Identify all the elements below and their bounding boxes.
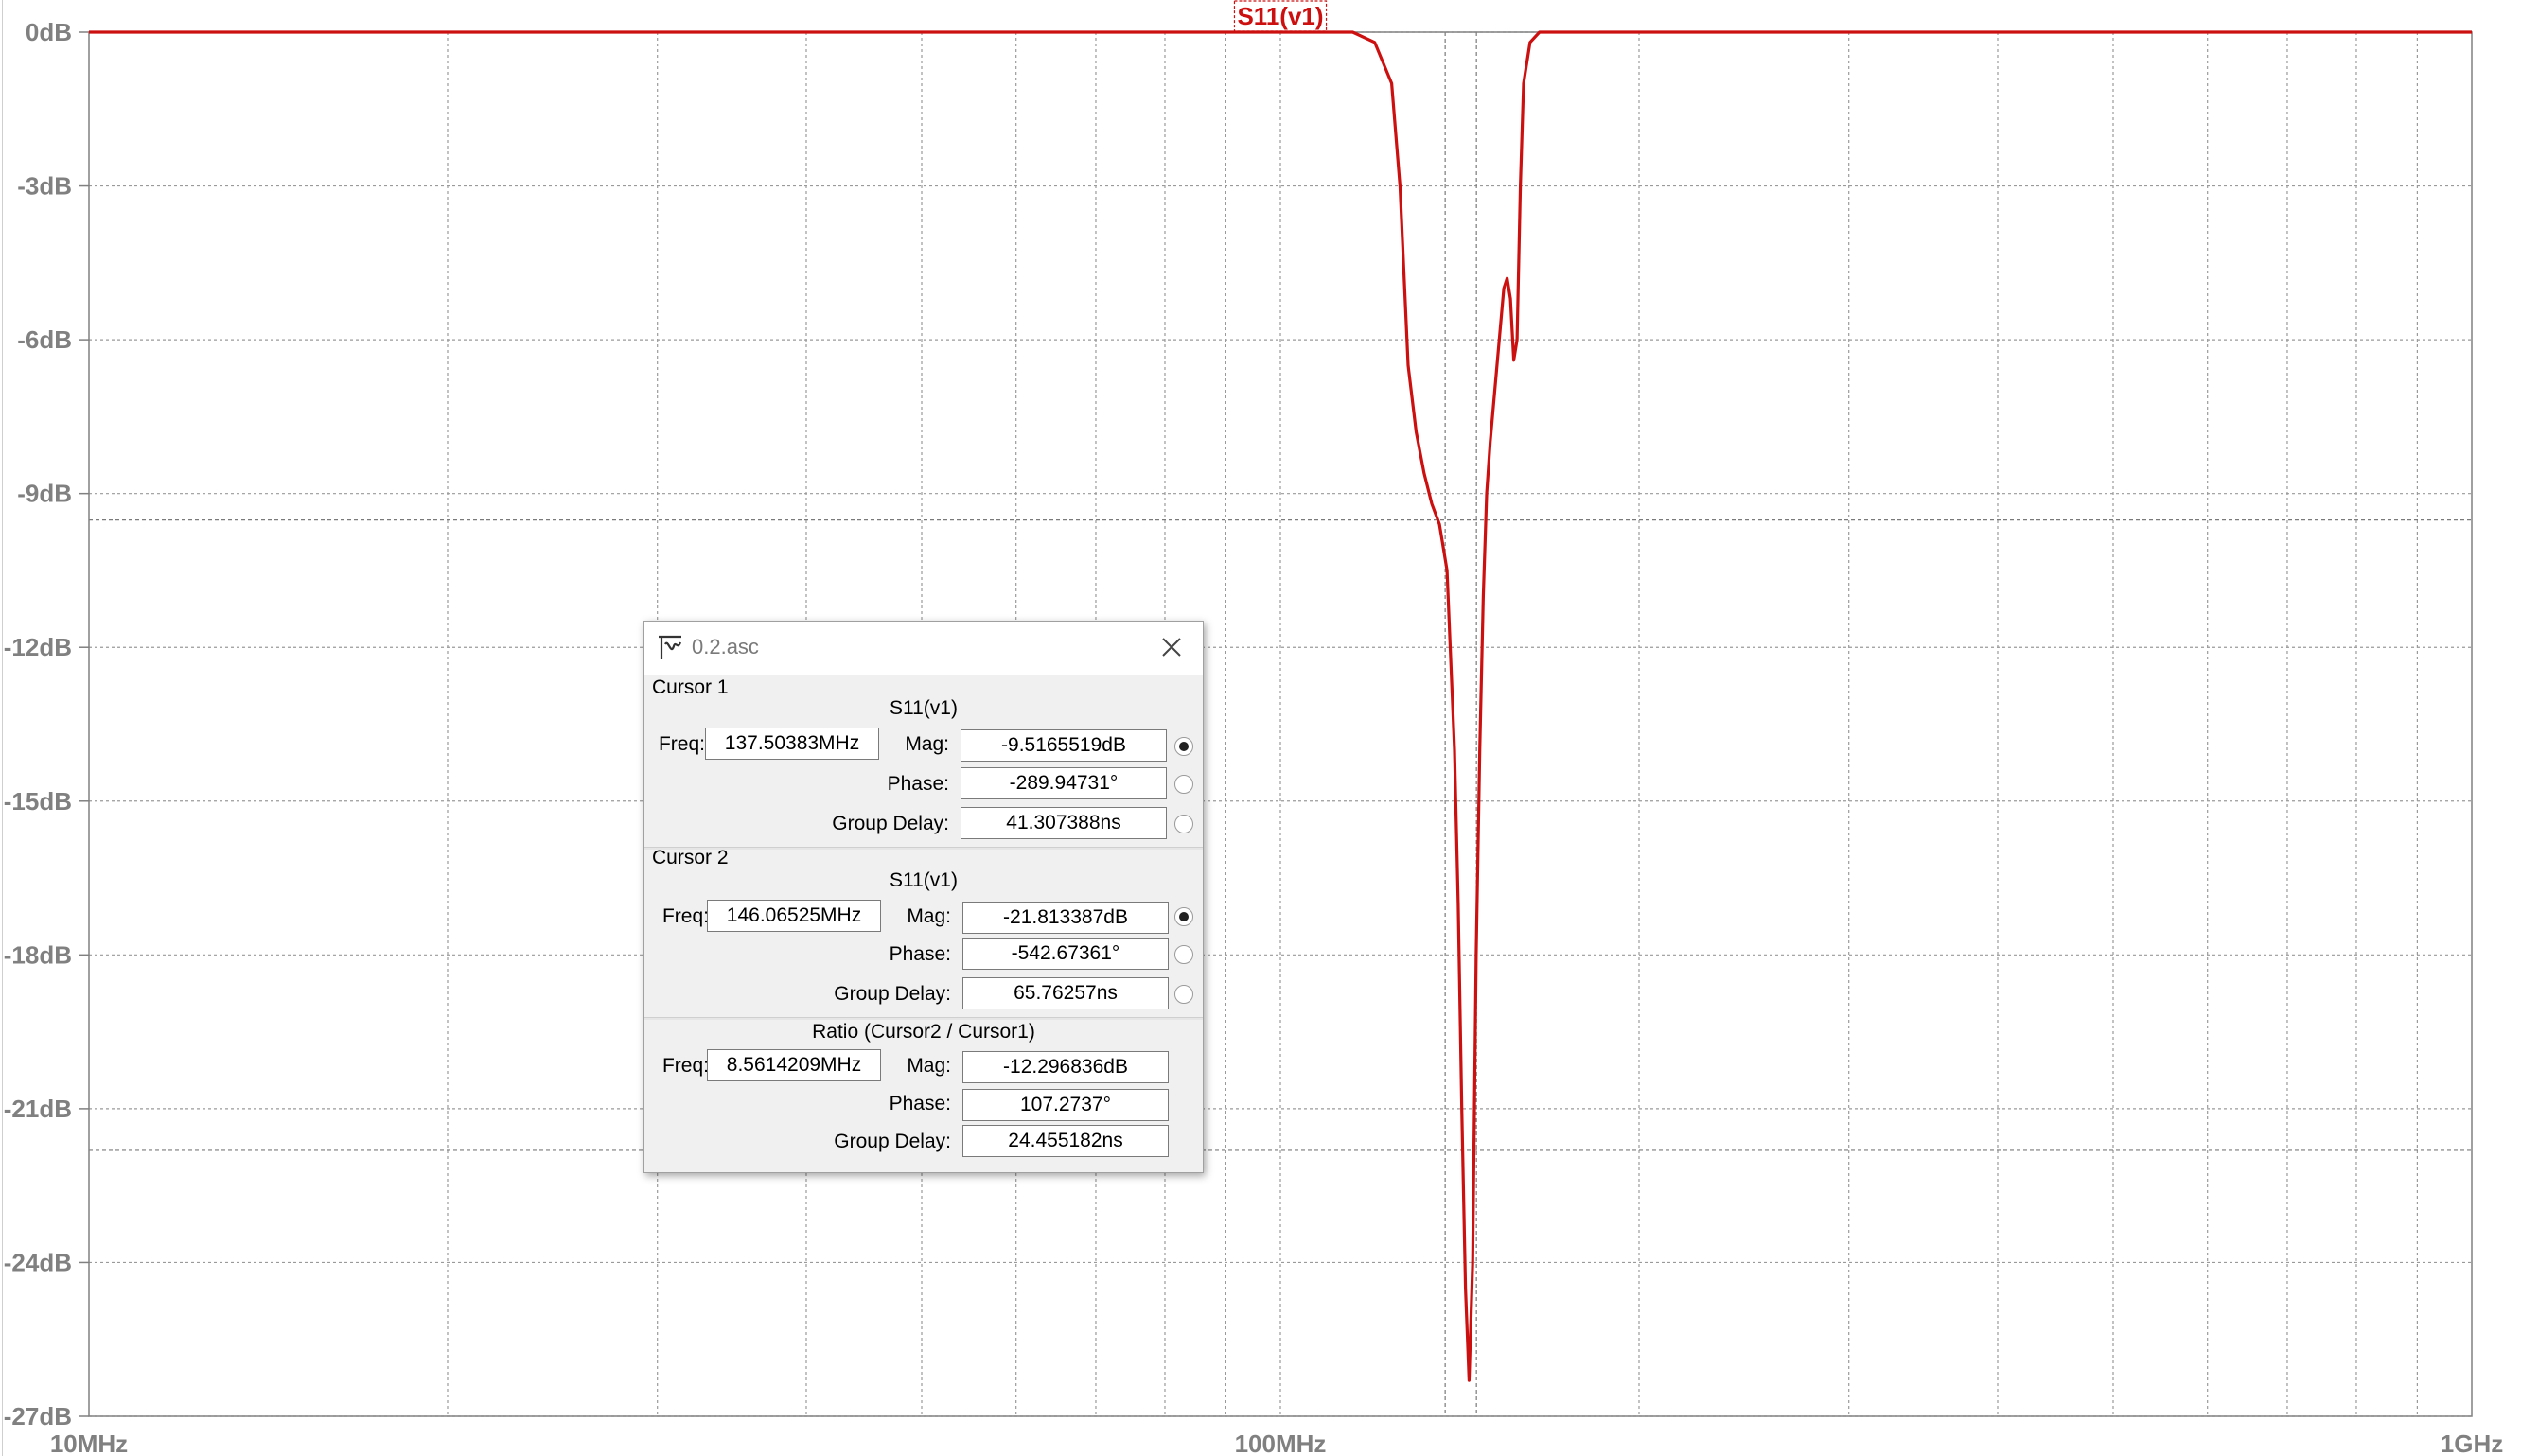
plot-grid: [89, 31, 2472, 1417]
cursor2-group-delay-field[interactable]: 65.76257ns: [962, 977, 1169, 1009]
cursor2-group-delay-radio[interactable]: [1174, 985, 1193, 1004]
cursor2-trace-name: S11(v1): [890, 869, 958, 891]
y-tick-label: -24dB: [4, 1248, 72, 1276]
x-tick-label: 100MHz: [1235, 1430, 1327, 1456]
cursor1-freq-label: Freq:: [658, 733, 705, 755]
ratio-phase-label: Phase:: [889, 1093, 951, 1114]
x-tick-label: 1GHz: [2441, 1430, 2503, 1456]
ratio-mag-field[interactable]: -12.296836dB: [962, 1051, 1169, 1083]
y-tick-label: -27dB: [4, 1402, 72, 1430]
cursor1-trace-name: S11(v1): [890, 697, 958, 719]
cursor1-mag-field[interactable]: -9.5165519dB: [961, 729, 1167, 762]
cursor2-phase-radio[interactable]: [1174, 945, 1193, 964]
y-tick-label: -21dB: [4, 1095, 72, 1123]
y-tick-label: 0dB: [26, 18, 72, 46]
ratio-freq-label: Freq:: [661, 1055, 709, 1077]
cursor1-phase-field[interactable]: -289.94731°: [961, 767, 1167, 799]
ratio-label: Ratio (Cursor2 / Cursor1): [812, 1021, 1035, 1043]
cursor1-mag-label: Mag:: [905, 733, 949, 755]
cursor-dialog[interactable]: 0.2.asc Cursor 1 S11(v1) Freq: 137.50383…: [643, 621, 1204, 1173]
y-tick-label: -12dB: [4, 633, 72, 661]
cursor1-label: Cursor 1: [652, 676, 729, 698]
cursor2-group-delay-label: Group Delay:: [834, 983, 951, 1005]
y-tick-label: -3dB: [17, 172, 72, 201]
cursor1-freq-field[interactable]: 137.50383MHz: [705, 728, 879, 760]
y-tick-label: -18dB: [4, 940, 72, 969]
dialog-titlebar[interactable]: 0.2.asc: [644, 622, 1203, 675]
cursor1-group-delay-field[interactable]: 41.307388ns: [961, 807, 1167, 839]
cursor2-freq-field[interactable]: 146.06525MHz: [707, 900, 881, 932]
y-tick-label: -6dB: [17, 325, 72, 354]
ratio-phase-field[interactable]: 107.2737°: [962, 1089, 1169, 1121]
cursor2-freq-label: Freq:: [661, 905, 709, 927]
trace-title-box: [1233, 0, 1328, 32]
y-tick-label: -9dB: [17, 480, 72, 508]
cursor2-mag-label: Mag:: [907, 905, 951, 927]
section-divider: [644, 1017, 1203, 1020]
x-tick-label: 10MHz: [50, 1430, 128, 1456]
cursor1-group-delay-radio[interactable]: [1174, 815, 1193, 833]
cursor2-label: Cursor 2: [652, 847, 729, 868]
plot-labels: 0dB -3dB -6dB -9dB -12dB -15dB -18dB -21dB -24dB…: [4, 0, 2503, 1456]
cursor2-mag-radio[interactable]: [1174, 907, 1193, 926]
cursor1-phase-label: Phase:: [887, 773, 949, 795]
section-divider: [644, 847, 1203, 850]
waveform-app-icon: [659, 635, 682, 659]
cursor2-phase-label: Phase:: [889, 943, 951, 965]
y-tick-label: -15dB: [4, 787, 72, 816]
ratio-group-delay-field[interactable]: 24.455182ns: [962, 1125, 1169, 1157]
cursor1-mag-radio[interactable]: [1174, 737, 1193, 756]
ratio-freq-field[interactable]: 8.5614209MHz: [707, 1049, 881, 1081]
cursor1-group-delay-label: Group Delay:: [832, 813, 949, 834]
trace-title[interactable]: S11(v1): [1237, 2, 1323, 30]
plot-traces: [89, 30, 2472, 1382]
dialog-title: 0.2.asc: [692, 635, 759, 658]
cursor2-mag-field[interactable]: -21.813387dB: [962, 902, 1169, 934]
ratio-mag-label: Mag:: [907, 1055, 951, 1077]
ratio-group-delay-label: Group Delay:: [834, 1131, 951, 1152]
cursor2-phase-field[interactable]: -542.67361°: [962, 938, 1169, 970]
trace-s11[interactable]: [89, 30, 2472, 1382]
close-icon[interactable]: [1155, 631, 1188, 663]
cursor1-phase-radio[interactable]: [1174, 775, 1193, 794]
